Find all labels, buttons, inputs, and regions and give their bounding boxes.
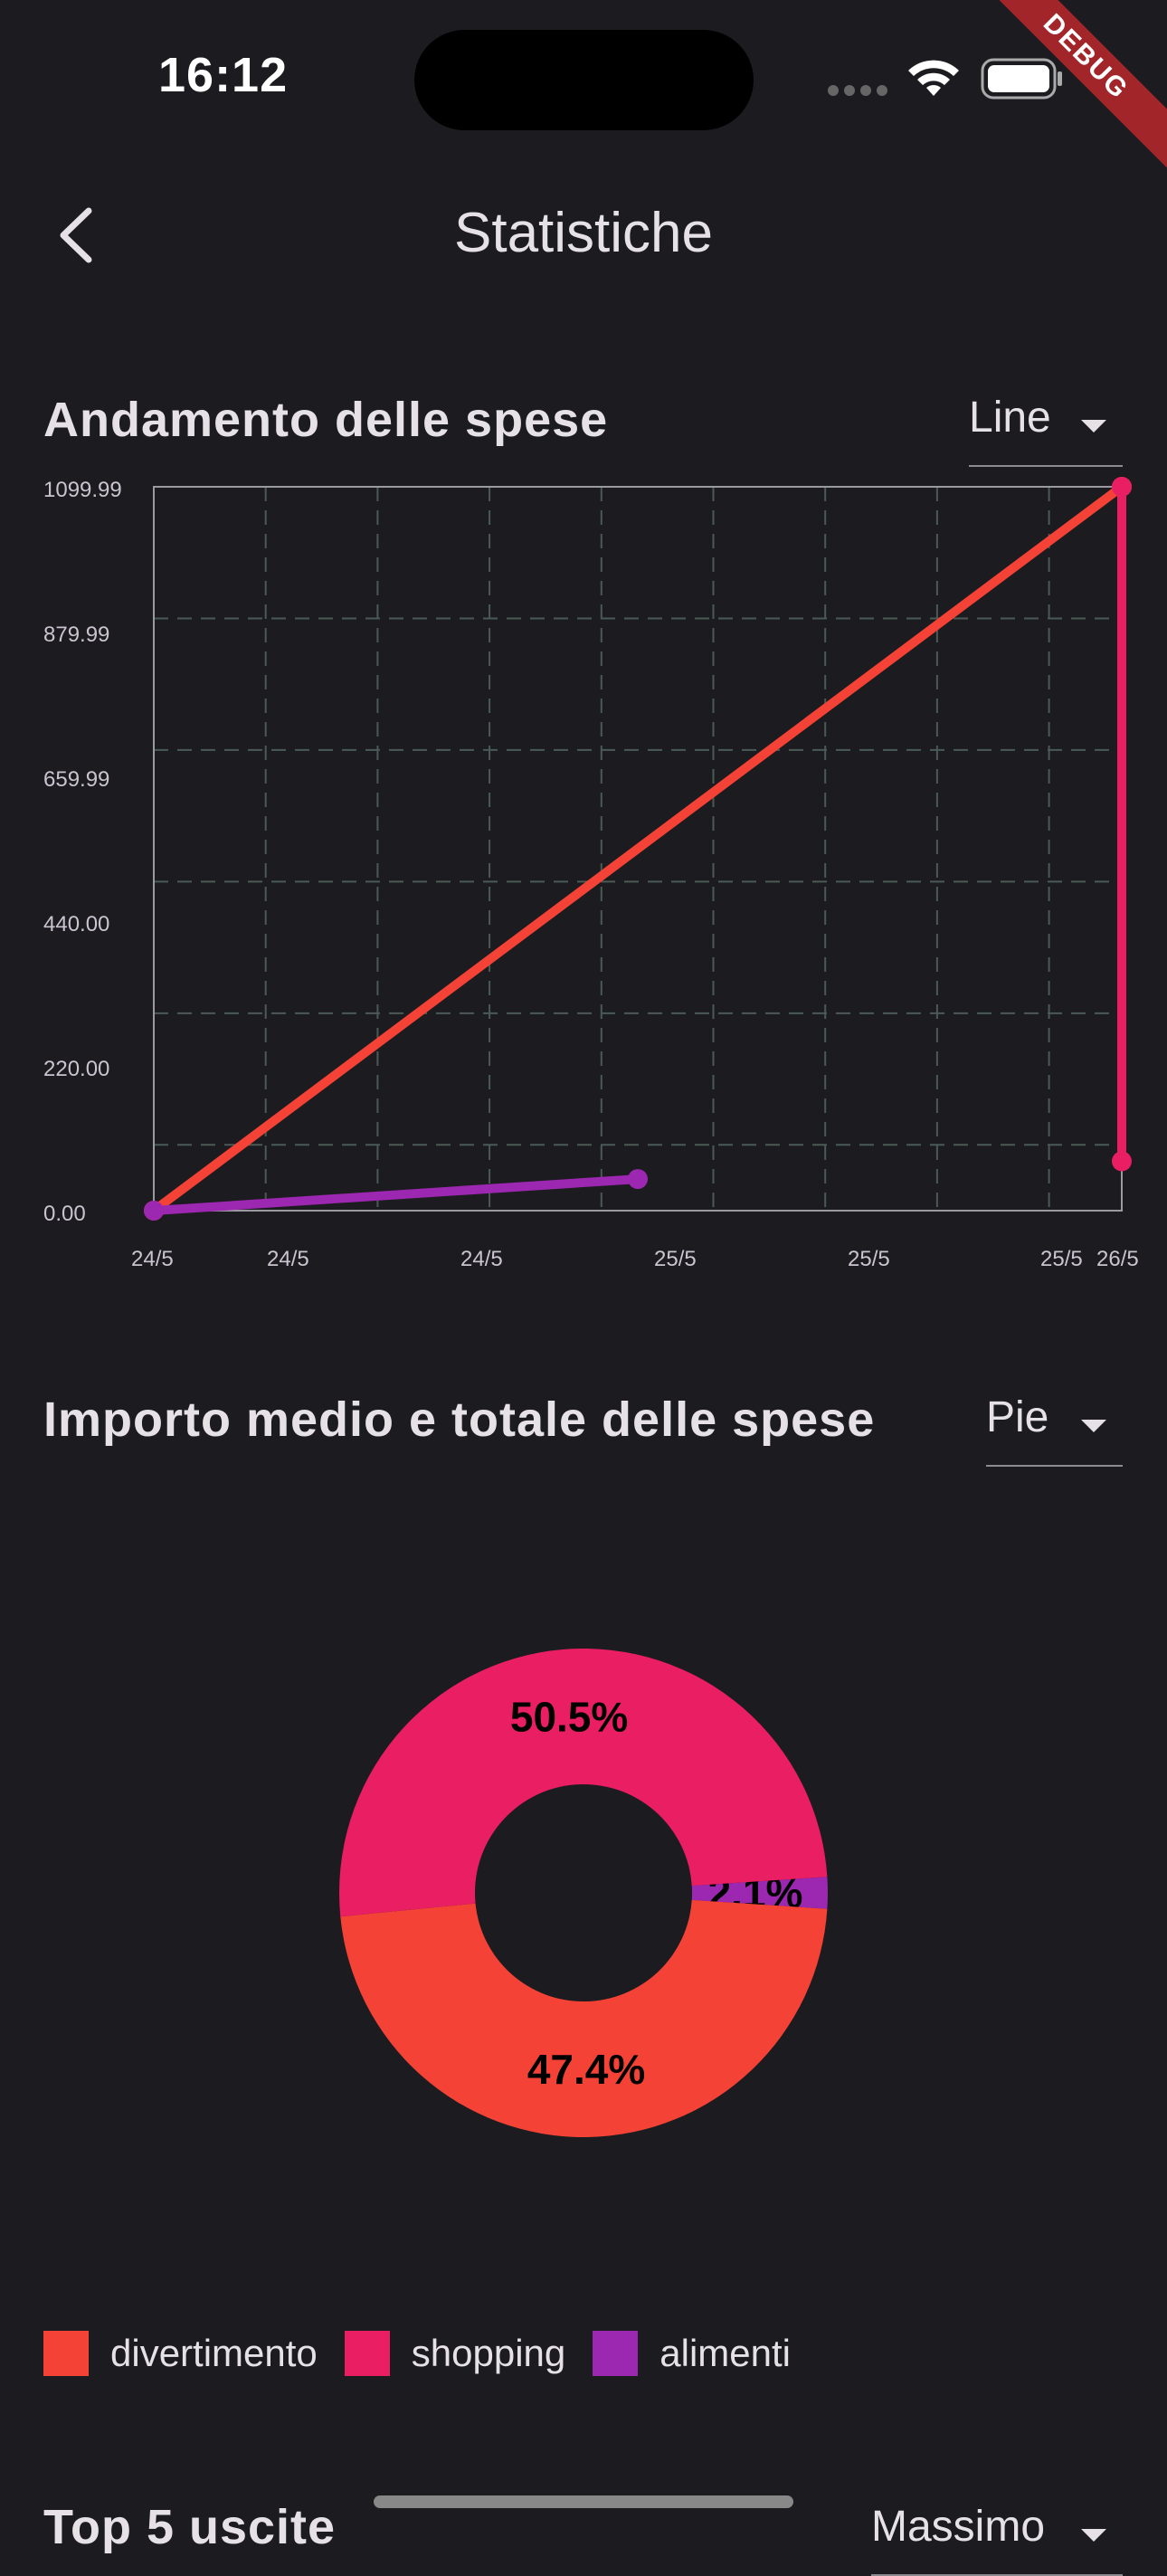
- legend-label: shopping: [412, 2332, 565, 2375]
- top-expenses-title: Top 5 uscite: [43, 2499, 336, 2555]
- x-tick-label: 24/5: [131, 1247, 174, 1272]
- x-tick-label: 25/5: [1040, 1247, 1083, 1272]
- pie-chart-title: Importo medio e totale delle spese: [43, 1392, 875, 1448]
- pie-chart: 2.1%47.4%50.5%: [0, 1629, 1167, 2153]
- pie-slice-shopping: [339, 1649, 827, 1916]
- x-tick-label: 25/5: [848, 1247, 890, 1272]
- home-indicator[interactable]: [374, 2495, 793, 2508]
- caret-down-icon: [1081, 2529, 1106, 2542]
- line-chart: [0, 0, 1167, 1285]
- x-tick-label: 25/5: [654, 1247, 697, 1272]
- pie-slice-label: 50.5%: [510, 1694, 628, 1741]
- data-point-alimenti: [144, 1201, 164, 1221]
- caret-down-icon: [1081, 1420, 1106, 1432]
- series-line-divertimento: [154, 487, 1122, 1211]
- x-tick-label: 24/5: [460, 1247, 503, 1272]
- legend-swatch-shopping: [345, 2331, 390, 2376]
- data-point-shopping: [1112, 1151, 1132, 1171]
- pie-slice-divertimento: [340, 1900, 827, 2137]
- legend-label: divertimento: [110, 2332, 318, 2375]
- dropdown-value: Massimo: [871, 2503, 1045, 2551]
- pie-chart-type-dropdown[interactable]: Pie: [986, 1393, 1123, 1467]
- legend-swatch-alimenti: [593, 2331, 638, 2376]
- legend-swatch-divertimento: [43, 2331, 89, 2376]
- dropdown-value: Pie: [986, 1393, 1048, 1441]
- x-tick-label: 26/5: [1096, 1247, 1139, 1272]
- legend-label: alimenti: [659, 2332, 791, 2375]
- data-point-shopping: [1112, 477, 1132, 497]
- series-line-alimenti: [154, 1179, 638, 1211]
- data-point-alimenti: [628, 1169, 648, 1189]
- pie-slice-label: 47.4%: [527, 2046, 645, 2093]
- top-expenses-filter-dropdown[interactable]: Massimo: [871, 2502, 1123, 2576]
- chart-legend: divertimento shopping alimenti: [43, 2331, 791, 2376]
- x-tick-label: 24/5: [267, 1247, 309, 1272]
